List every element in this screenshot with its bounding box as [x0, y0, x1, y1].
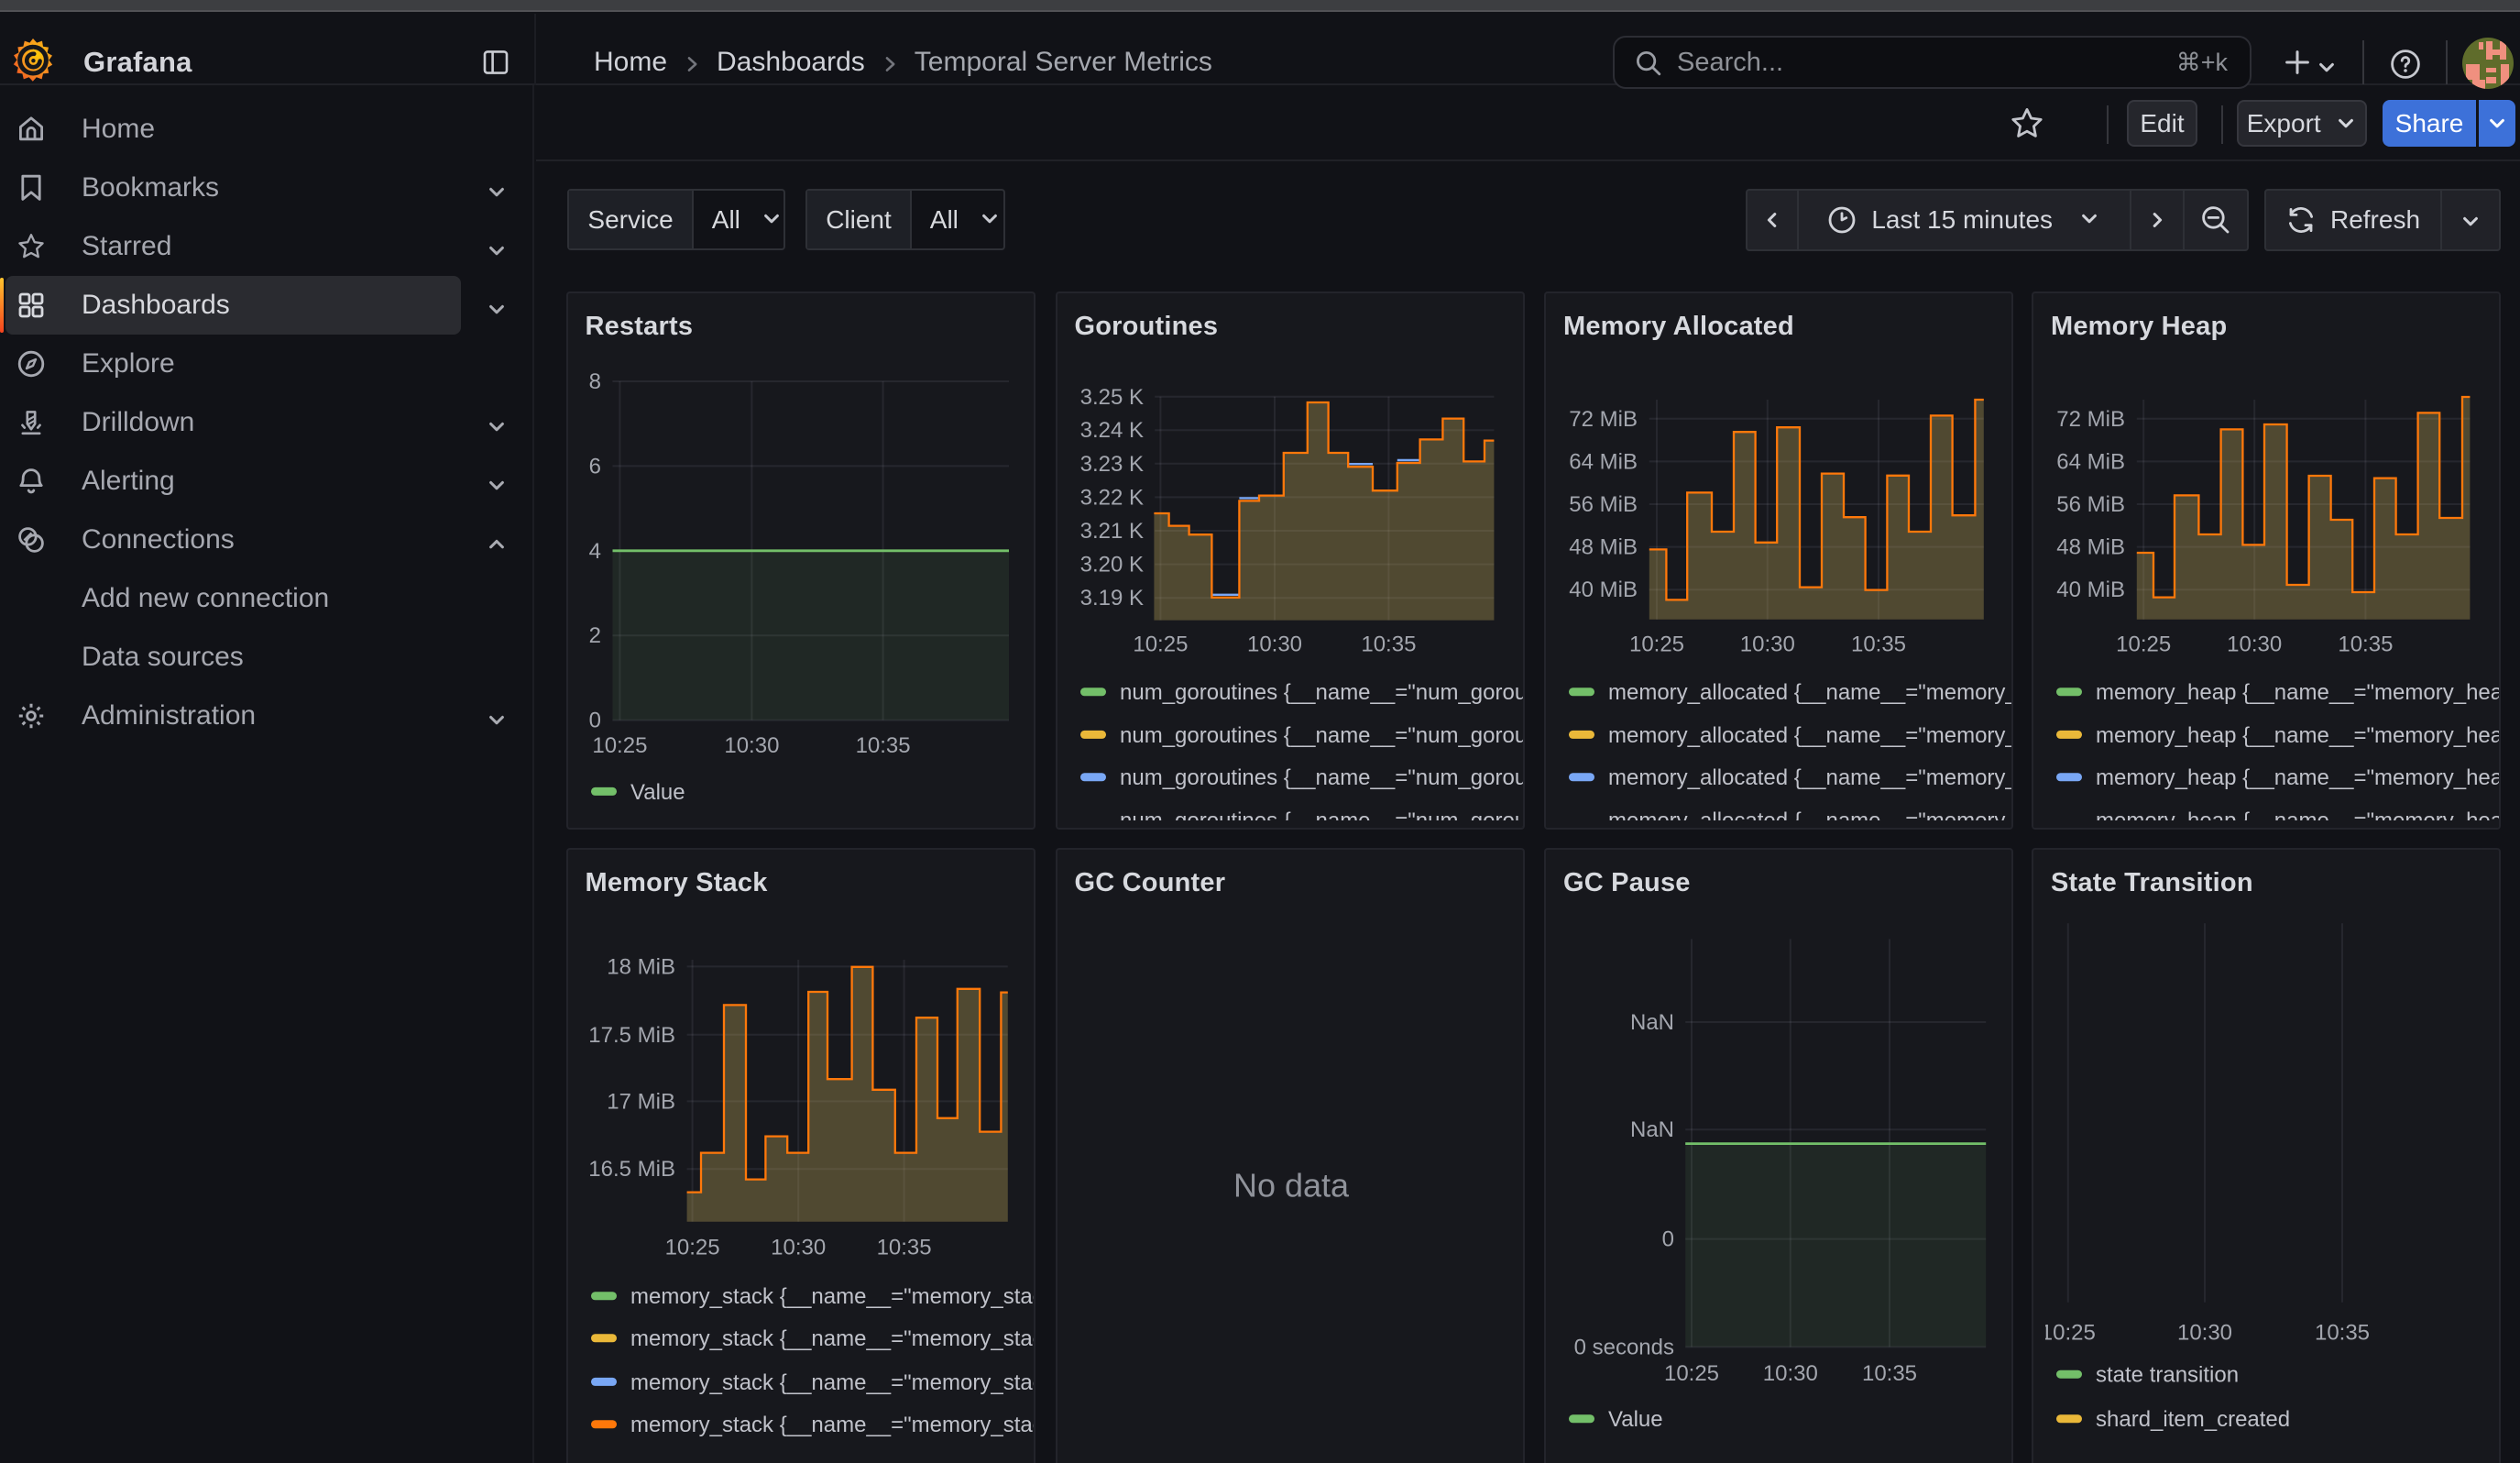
svg-text:10:35: 10:35: [876, 1236, 931, 1260]
svg-text:memory_stack {__name__="memory: memory_stack {__name__="memory_stack_abc…: [630, 1284, 1035, 1309]
svg-text:0 seconds: 0 seconds: [1574, 1336, 1674, 1360]
svg-text:num_goroutines {__name__="num_: num_goroutines {__name__="num_goroutines…: [1120, 723, 1525, 748]
svg-text:56 MiB: 56 MiB: [1569, 492, 1638, 517]
svg-text:num_goroutines {__name__="num_: num_goroutines {__name__="num_goroutines…: [1120, 680, 1525, 705]
svg-text:48 MiB: 48 MiB: [1569, 535, 1638, 560]
svg-text:num_goroutines {__name__="num_: num_goroutines {__name__="num_goroutines…: [1120, 765, 1525, 790]
svg-text:64 MiB: 64 MiB: [2056, 449, 2125, 474]
svg-text:3.20 K: 3.20 K: [1079, 553, 1143, 578]
svg-text:3.24 K: 3.24 K: [1079, 418, 1143, 443]
svg-text:48 MiB: 48 MiB: [2056, 535, 2125, 560]
svg-text:10:35: 10:35: [1361, 632, 1416, 657]
svg-text:17 MiB: 17 MiB: [607, 1090, 675, 1115]
svg-text:64 MiB: 64 MiB: [1569, 449, 1638, 474]
svg-text:10:25: 10:25: [592, 733, 647, 758]
svg-text:No data: No data: [1233, 1167, 1349, 1204]
svg-text:3.22 K: 3.22 K: [1079, 485, 1143, 510]
svg-text:10:35: 10:35: [1851, 632, 1906, 657]
svg-text:memory_allocated {__name__="me: memory_allocated {__name__="memory_alloc…: [1608, 723, 2013, 748]
svg-text:NaN: NaN: [1630, 1010, 1674, 1035]
svg-text:0: 0: [1662, 1227, 1674, 1252]
svg-text:0: 0: [588, 709, 600, 733]
svg-text:10:30: 10:30: [1246, 632, 1301, 657]
svg-text:10:30: 10:30: [1763, 1361, 1818, 1386]
svg-text:Value: Value: [1608, 1407, 1663, 1432]
svg-text:10:25: 10:25: [664, 1236, 719, 1260]
svg-text:56 MiB: 56 MiB: [2056, 492, 2125, 517]
svg-text:40 MiB: 40 MiB: [1569, 578, 1638, 602]
svg-text:10:30: 10:30: [724, 733, 779, 758]
svg-text:10:25: 10:25: [1664, 1361, 1719, 1386]
svg-text:state transition: state transition: [2096, 1363, 2239, 1388]
svg-text:8: 8: [588, 369, 600, 394]
svg-text:3.21 K: 3.21 K: [1079, 519, 1143, 544]
svg-text:memory_allocated {__name__="me: memory_allocated {__name__="memory_alloc…: [1608, 680, 2013, 705]
svg-text:10:35: 10:35: [855, 733, 910, 758]
svg-text:40 MiB: 40 MiB: [2056, 578, 2125, 602]
svg-text:16.5 MiB: 16.5 MiB: [588, 1157, 675, 1182]
svg-text:NaN: NaN: [1630, 1117, 1674, 1142]
svg-text:72 MiB: 72 MiB: [2056, 407, 2125, 432]
svg-text:memory_stack {__name__="memory: memory_stack {__name__="memory_stack_abc…: [630, 1370, 1035, 1395]
svg-text:10:25: 10:25: [1133, 632, 1188, 657]
svg-text:10:35: 10:35: [2315, 1321, 2370, 1346]
svg-text:2: 2: [588, 623, 600, 648]
svg-text:10:25: 10:25: [1629, 632, 1684, 657]
svg-text:10:25: 10:25: [2041, 1321, 2096, 1346]
svg-text:10:30: 10:30: [1740, 632, 1795, 657]
svg-text:memory_heap {__name__="memory_: memory_heap {__name__="memory_heap_abcde…: [2096, 723, 2501, 748]
svg-text:shard_item_created: shard_item_created: [2096, 1407, 2290, 1432]
svg-text:17.5 MiB: 17.5 MiB: [588, 1023, 675, 1048]
svg-text:memory_stack {__name__="memory: memory_stack {__name__="memory_stack_abc…: [630, 1326, 1035, 1351]
svg-text:10:30: 10:30: [771, 1236, 826, 1260]
svg-text:3.25 K: 3.25 K: [1079, 385, 1143, 410]
svg-text:Value: Value: [630, 780, 685, 805]
svg-text:4: 4: [588, 539, 600, 564]
svg-text:72 MiB: 72 MiB: [1569, 407, 1638, 432]
svg-text:memory_heap {__name__="memory_: memory_heap {__name__="memory_heap_abcde…: [2096, 765, 2501, 790]
svg-text:memory_heap {__name__="memory_: memory_heap {__name__="memory_heap_abcde…: [2096, 680, 2501, 705]
svg-text:memory_stack {__name__="memory: memory_stack {__name__="memory_stack_abc…: [630, 1413, 1035, 1437]
svg-text:memory_allocated {__name__="me: memory_allocated {__name__="memory_alloc…: [1608, 765, 2013, 790]
svg-text:6: 6: [588, 454, 600, 478]
svg-text:10:35: 10:35: [1862, 1361, 1917, 1386]
svg-text:18 MiB: 18 MiB: [607, 955, 675, 980]
svg-text:10:30: 10:30: [2177, 1321, 2232, 1346]
svg-text:10:35: 10:35: [2338, 632, 2393, 657]
svg-text:10:30: 10:30: [2227, 632, 2282, 657]
svg-text:3.23 K: 3.23 K: [1079, 452, 1143, 477]
svg-text:3.19 K: 3.19 K: [1079, 586, 1143, 610]
svg-text:10:25: 10:25: [2116, 632, 2171, 657]
